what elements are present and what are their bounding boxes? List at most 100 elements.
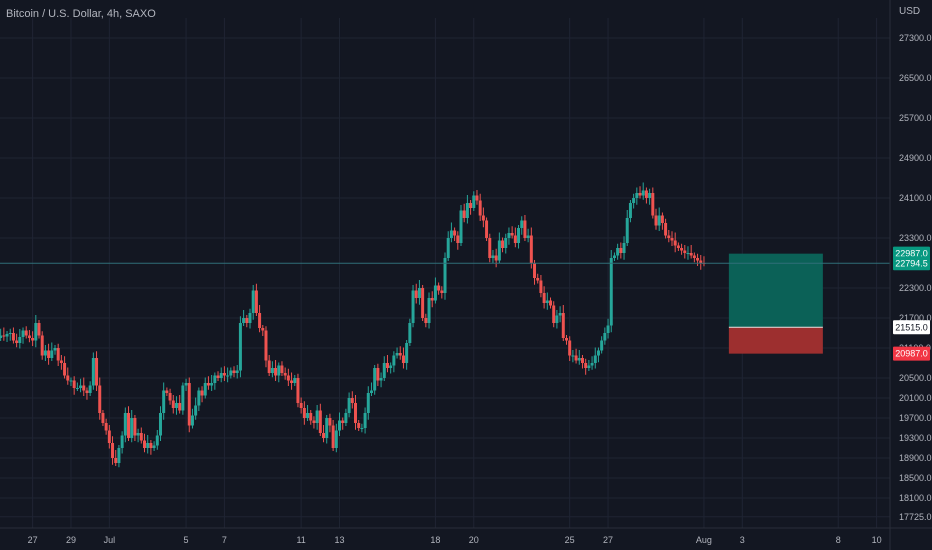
candle-body [222,373,226,376]
candle-body [564,338,568,341]
x-tick-label: Aug [696,535,712,545]
candle-body [226,375,230,377]
candle-body [593,355,597,363]
candle-body [433,285,437,301]
x-tick-label: 27 [28,535,38,545]
candle-body [363,413,367,428]
candle-body [299,403,303,408]
y-tick-label: 18900.0 [899,453,932,463]
candle-body [117,448,121,463]
candle-body [430,298,434,301]
candle-body [603,333,607,341]
candle-body [657,215,661,226]
candle-body [245,318,249,323]
candle-body [449,230,453,238]
candle-body [21,330,25,337]
candle-body [296,378,300,403]
candle-body [507,233,511,238]
x-tick-label: 3 [740,535,745,545]
candle-body [331,425,335,448]
candle-body [40,335,44,356]
candle-body [293,378,297,383]
candle-body [641,190,645,196]
candle-body [43,350,47,356]
candle-body [478,200,482,216]
candle-body [5,334,9,337]
candle-body [462,210,466,218]
candle-body [171,400,175,408]
candle-body [264,330,268,361]
candle-body [494,255,498,261]
candle-body [632,198,636,203]
candle-body [174,403,178,408]
candle-body [577,358,581,361]
candle-body [315,410,319,423]
candle-body [168,393,172,401]
candle-body [421,288,425,318]
candle-body [274,368,278,376]
candle-body [27,335,31,338]
grid [0,18,890,528]
y-tick-label: 21700.0 [899,313,932,323]
stop-loss-badge: 20987.0 [893,346,930,361]
entry-price-badge-bg [893,320,930,335]
candle-body [437,285,441,291]
candle-body [146,443,150,448]
candle-body [469,203,473,208]
candle-body [267,360,271,373]
loss-zone [728,327,823,354]
candle-body [162,390,166,413]
candle-body [644,190,648,198]
x-tick-label: Jul [104,535,116,545]
candle-body [545,300,549,303]
symbol-title: Bitcoin / U.S. Dollar, 4h, SAXO [6,8,156,20]
candle-body [203,383,207,396]
candle-body [561,313,565,338]
candle-body [216,375,220,378]
last-price-badge-bg [893,256,930,271]
x-axis[interactable]: 27 29 Jul 5 7 11 13 18 20 25 27 Aug 3 8 10 [0,527,932,545]
entry-price-badge: 21515.0 [893,320,930,335]
y-tick-label: 24900.0 [899,153,932,163]
x-tick-label: 29 [66,535,76,545]
candle-body [82,385,86,391]
y-tick-label: 23300.0 [899,233,932,243]
x-tick-label: 25 [565,535,575,545]
candle-body [651,193,655,216]
position-zones[interactable] [728,253,823,354]
last-price-badge: 22794.5 [893,256,930,271]
candle-body [619,248,623,253]
candle-body [184,383,188,386]
candle-body [440,290,444,293]
candle-body [34,323,38,341]
candle-body [622,243,626,253]
x-tick-label: 7 [222,535,227,545]
y-tick-label: 17725.0 [899,512,932,522]
y-tick-label: 20500.0 [899,373,932,383]
candle-body [475,195,479,201]
candle-body [322,433,326,438]
candle-body [194,405,198,416]
candle-body [344,413,348,423]
candle-body [529,235,533,263]
candle-body [398,353,402,356]
candle-body [66,375,70,381]
candle-body [616,248,620,256]
candle-body [286,375,290,381]
candle-body [235,370,239,373]
candle-body [136,433,140,436]
candle-body [373,368,377,391]
candle-body [143,440,147,448]
candle-body [11,333,15,341]
profit-zone [728,253,823,328]
candle-body [497,240,501,261]
candle-body [606,325,610,333]
candle-body [270,368,274,373]
candle-body [689,253,693,256]
candle-body [15,340,19,343]
candle-body [395,353,399,356]
y-axis[interactable]: 27300.0 26500.0 25700.0 24900.0 24100.0 23300… [889,0,932,550]
candle-body [485,220,489,238]
